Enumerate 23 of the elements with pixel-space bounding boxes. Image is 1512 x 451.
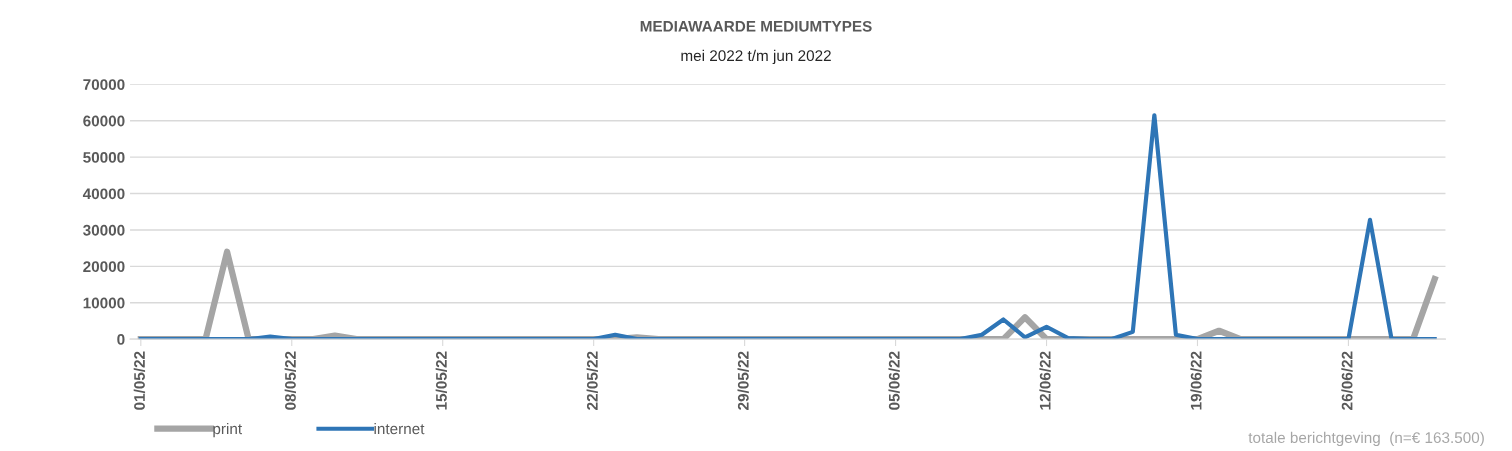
y-tick-label: 10000 xyxy=(83,297,125,309)
x-tick-label: 22/05/22 xyxy=(586,351,598,410)
y-tick-label: 50000 xyxy=(83,152,125,163)
chart-subtitle: mei 2022 t/m jun 2022 xyxy=(681,49,831,65)
y-tick-label: 30000 xyxy=(83,224,125,236)
x-tick-label: 26/06/22 xyxy=(1341,351,1353,410)
x-tick-label: 15/05/22 xyxy=(435,351,447,410)
x-tick-label: 08/05/22 xyxy=(284,351,297,410)
legend-label: internet xyxy=(374,423,425,435)
text: totale berichtgeving (n=€ 163.500) xyxy=(1248,431,1484,447)
y-tick-label: 0 xyxy=(117,334,125,345)
chart-title: MEDIAWAARDE MEDIUMTYPES xyxy=(640,20,872,32)
y-tick-label: 60000 xyxy=(83,115,125,127)
y-tick-label: 70000 xyxy=(83,79,125,91)
legend-label: print xyxy=(213,423,242,438)
x-tick-label: 01/05/22 xyxy=(133,351,146,410)
y-tick-label: 20000 xyxy=(83,261,125,273)
x-tick-label: 19/06/22 xyxy=(1190,351,1202,410)
x-tick-label: 12/06/22 xyxy=(1039,351,1051,410)
x-tick-label: 05/06/22 xyxy=(888,351,900,410)
y-tick-label: 40000 xyxy=(82,188,125,200)
line-series xyxy=(138,113,1437,340)
x-tick-label: 29/05/22 xyxy=(737,351,749,410)
